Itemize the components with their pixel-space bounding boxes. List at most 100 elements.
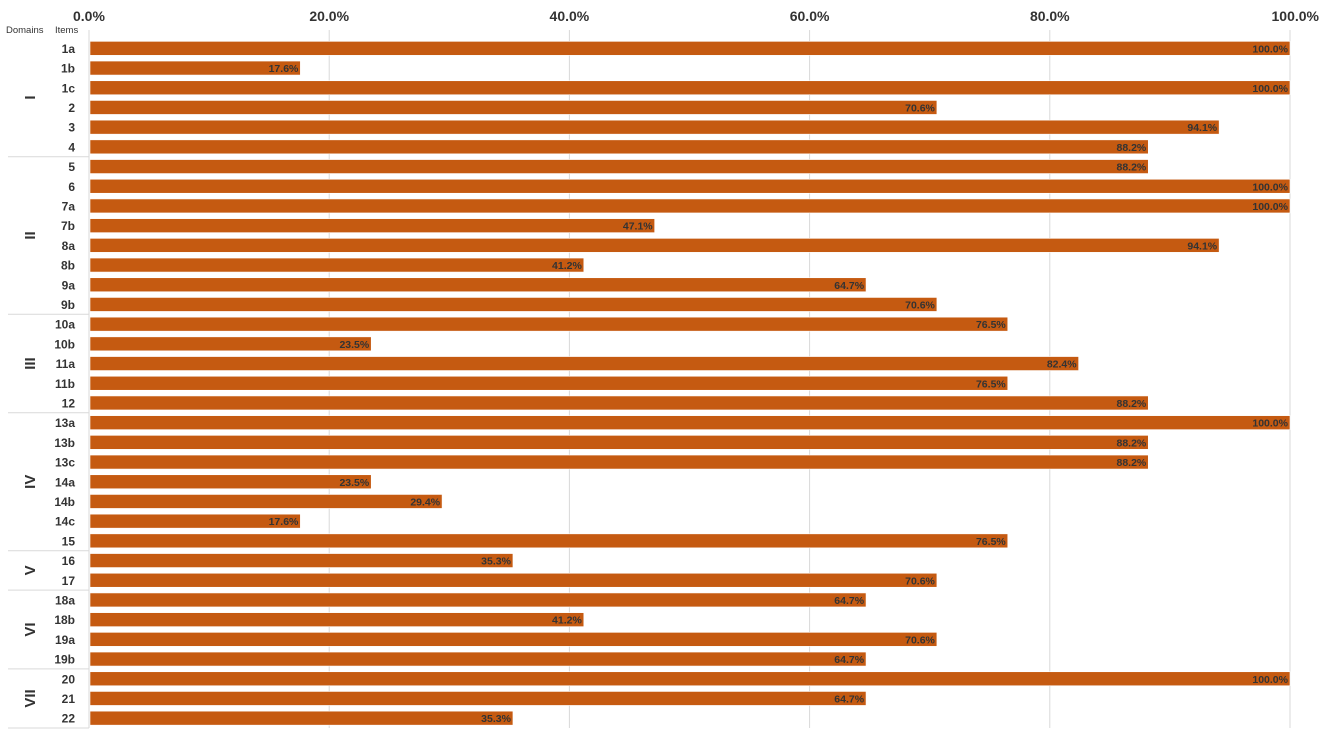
bar (89, 651, 867, 667)
item-label: 9a (62, 278, 76, 292)
bar (89, 100, 938, 115)
domains-column-header: Domains (6, 25, 44, 36)
bar (89, 60, 301, 76)
bar-value-label: 64.7% (834, 654, 864, 666)
item-label: 5 (68, 160, 75, 174)
bar (89, 316, 1009, 332)
bar-value-label: 41.2% (552, 260, 582, 272)
bar (89, 139, 1149, 155)
bar (89, 671, 1291, 687)
item-label: 8a (62, 239, 76, 253)
bar-value-label: 76.5% (976, 536, 1006, 548)
bar-value-label: 70.6% (905, 102, 935, 114)
bar (89, 415, 1291, 430)
bar (89, 218, 655, 233)
bar-value-label: 88.2% (1117, 398, 1147, 410)
bar-value-label: 17.6% (269, 516, 299, 528)
bar (89, 533, 1009, 549)
bar-value-label: 35.3% (481, 556, 511, 568)
bar-value-label: 88.2% (1117, 457, 1147, 469)
bar (89, 198, 1291, 214)
bar (89, 572, 938, 588)
bar-value-label: 100.0% (1252, 83, 1288, 95)
item-label: 11b (55, 377, 75, 391)
bar-value-label: 35.3% (481, 713, 511, 725)
item-label: 20 (62, 672, 76, 686)
x-axis-ticks: 0.0% 20.0% 40.0% 60.0% 80.0% 100.0% (73, 8, 1320, 24)
domain-separators (8, 38, 90, 729)
item-label: 21 (62, 692, 76, 706)
bar (89, 592, 867, 608)
bar-value-label: 70.6% (905, 634, 935, 646)
bar-value-label: 70.6% (905, 575, 935, 587)
bar-value-label: 64.7% (834, 280, 864, 292)
bar-value-label: 23.5% (339, 339, 369, 351)
bar (89, 474, 372, 490)
bar (89, 375, 1009, 391)
x-tick-label: 0.0% (73, 8, 105, 24)
x-tick-label: 20.0% (309, 8, 349, 24)
item-label: 15 (62, 534, 76, 548)
bar (89, 178, 1291, 194)
item-label: 12 (62, 396, 76, 410)
bar-value-label: 100.0% (1252, 181, 1288, 193)
bar (89, 336, 372, 352)
bar (89, 612, 585, 627)
bar-value-label: 100.0% (1252, 43, 1288, 55)
bar (89, 632, 938, 647)
item-label: 10b (54, 337, 75, 351)
bar-value-label: 88.2% (1117, 437, 1147, 449)
bar (89, 691, 867, 706)
bar-value-label: 64.7% (834, 693, 864, 705)
item-label: 8b (61, 259, 75, 273)
bar-value-label: 64.7% (834, 595, 864, 607)
bar (89, 435, 1149, 450)
item-label: 18a (55, 593, 75, 607)
bar (89, 257, 585, 273)
bar-value-label: 100.0% (1252, 674, 1288, 686)
bar (89, 356, 1079, 371)
x-tick-label: 40.0% (550, 8, 590, 24)
bars: 100.0% 17.6% 100.0% 70.6% 94.1% 88.2% 88.2% 100… (89, 41, 1291, 726)
item-label: 9b (61, 298, 75, 312)
item-label: 11a (56, 357, 76, 371)
item-label: 7b (61, 219, 75, 233)
item-label: 19b (54, 653, 75, 667)
column-headers: Domains Items (6, 25, 78, 36)
bar-value-label: 94.1% (1187, 240, 1217, 252)
bar-value-label: 17.6% (269, 63, 299, 75)
domain-label: VI (22, 622, 39, 636)
domain-label: I (22, 96, 39, 100)
item-label: 7a (62, 199, 76, 213)
item-label: 3 (68, 121, 75, 135)
bar (89, 513, 301, 529)
domain-label: IV (22, 475, 39, 489)
x-tick-label: 80.0% (1030, 8, 1070, 24)
bar (89, 553, 514, 568)
bar-value-label: 70.6% (905, 299, 935, 311)
item-label: 1b (61, 62, 75, 76)
bar-value-label: 29.4% (410, 496, 440, 508)
bar (89, 80, 1291, 96)
bar (89, 277, 867, 293)
item-label: 14a (55, 475, 75, 489)
bar-value-label: 88.2% (1117, 142, 1147, 154)
bar (89, 710, 514, 726)
bar (89, 494, 443, 509)
items-column-header: Items (55, 25, 78, 36)
bar-value-label: 76.5% (976, 319, 1006, 331)
domain-label: V (22, 565, 39, 575)
domain-label: VII (22, 689, 39, 707)
item-label: 18b (54, 613, 75, 627)
item-label: 1a (62, 42, 76, 56)
item-label: 13a (55, 416, 75, 430)
bar (89, 119, 1220, 135)
item-label: 17 (62, 574, 76, 588)
item-label: 6 (68, 180, 75, 194)
bar (89, 454, 1149, 470)
item-label: 13c (55, 456, 75, 470)
bar-value-label: 88.2% (1117, 162, 1147, 174)
bar-value-label: 94.1% (1187, 122, 1217, 134)
bar (89, 238, 1220, 253)
